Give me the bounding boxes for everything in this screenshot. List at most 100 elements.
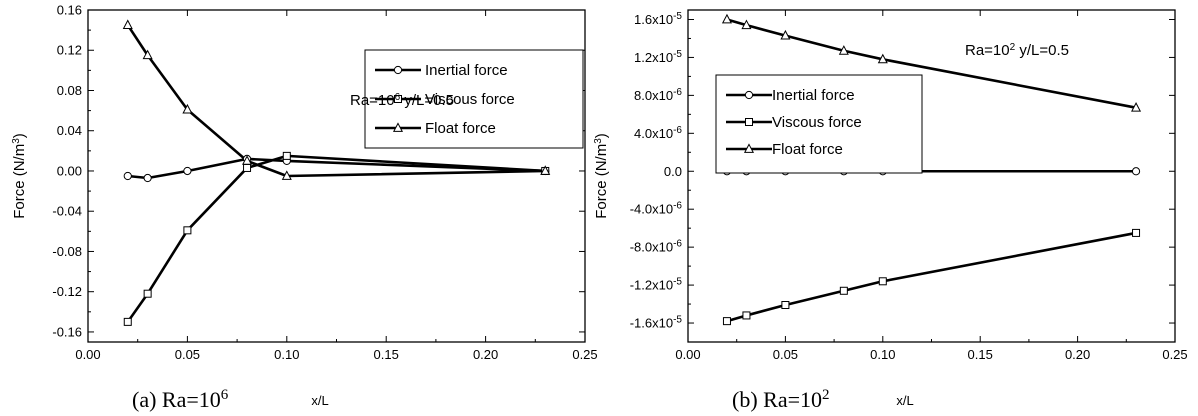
legend-marker-square: [394, 95, 402, 103]
x-tick-label: 0.15: [374, 347, 399, 362]
series-line-triangle: [126, 24, 546, 178]
legend-marker-circle: [744, 90, 754, 100]
y-tick-label: 0.12: [57, 43, 82, 58]
x-tick-label: 0.15: [968, 347, 993, 362]
x-tick-label: 0.20: [1065, 347, 1090, 362]
y-tick-mantissa: -4.0x10: [630, 202, 673, 217]
y-tick-mantissa: -1.2x10: [630, 278, 673, 293]
data-point-triangle: [1131, 102, 1142, 112]
data-point-square: [722, 317, 731, 326]
plot-frame: [687, 9, 1176, 343]
y-tick-label: 1.2x10-5: [634, 48, 682, 65]
y-tick-label: -0.16: [52, 324, 82, 339]
legend-label: Float force: [772, 141, 843, 158]
x-tick-label: 0.25: [1162, 347, 1187, 362]
y-tick-label: -1.6x10-5: [630, 314, 683, 331]
data-point-triangle: [838, 45, 849, 55]
data-point-circle: [143, 173, 152, 183]
y-tick-label: 1.6x10-5: [634, 10, 682, 27]
y-axis-label-exp: 3: [11, 138, 22, 144]
data-point-square: [123, 317, 132, 326]
x-tick-label: 0.25: [572, 347, 597, 362]
data-point-triangle: [780, 29, 791, 40]
data-point-square: [282, 151, 291, 160]
y-tick-exponent: -6: [673, 124, 682, 135]
x-axis-label: x/L: [896, 393, 913, 408]
data-point-square: [781, 301, 790, 310]
y-tick-mantissa: 1.2x10: [634, 50, 673, 65]
data-point-triangle: [142, 49, 153, 60]
annotation-exp: 6: [395, 92, 401, 103]
y-tick-exponent: -5: [673, 314, 682, 325]
y-tick-mantissa: 0.0: [664, 164, 682, 179]
y-tick-exponent: -5: [673, 10, 682, 21]
y-axis-label-tail: ): [11, 133, 28, 138]
legend-marker-triangle: [392, 122, 404, 132]
panel-caption-text: (a) Ra=10: [132, 387, 221, 412]
legend-label: Float force: [425, 120, 496, 137]
data-point-square: [243, 163, 252, 172]
series-line-square: [126, 154, 546, 323]
panel-caption: (b) Ra=102: [732, 387, 830, 412]
y-axis-label: Force (N/m3): [11, 133, 29, 219]
y-tick-mantissa: 1.6x10: [634, 12, 673, 27]
x-tick-label: 0.00: [75, 347, 100, 362]
series-line-triangle: [726, 18, 1137, 109]
data-point-triangle: [741, 19, 752, 30]
annotation-tail: y/L=0.5: [400, 92, 454, 109]
panel-caption-text: (b) Ra=10: [732, 387, 822, 412]
x-tick-label: 0.20: [473, 347, 498, 362]
y-axis-label-text: Force (N/m: [593, 144, 610, 219]
annotation: Ra=102 y/L=0.5: [965, 42, 1069, 60]
y-tick-label: 0.04: [57, 123, 82, 138]
y-tick-label: -8.0x10-6: [630, 238, 683, 255]
legend: Inertial force Viscous force Float force: [715, 74, 923, 174]
data-point-triangle: [281, 170, 292, 180]
legend-marker-circle: [393, 65, 403, 75]
y-axis-label: Force (N/m3): [593, 133, 611, 219]
y-tick-exponent: -5: [673, 276, 682, 287]
panel-caption: (a) Ra=106: [132, 387, 229, 412]
y-tick-label: 0.0: [664, 164, 682, 179]
x-tick-label: 0.05: [175, 347, 200, 362]
data-point-circle: [183, 166, 192, 176]
y-axis-label-exp: 3: [593, 138, 604, 144]
data-point-triangle: [122, 19, 133, 29]
x-tick-label: 0.10: [870, 347, 895, 362]
data-point-square: [1132, 228, 1141, 237]
y-tick-exponent: -6: [673, 200, 682, 211]
legend: Inertial force Viscous force Float force: [364, 49, 584, 149]
annotation: Ra=106 y/L=0.5: [350, 92, 454, 110]
y-tick-exponent: -5: [673, 48, 682, 59]
legend-label: Inertial force: [425, 62, 508, 79]
data-point-triangle: [877, 53, 888, 64]
y-tick-label: 0.16: [57, 3, 82, 18]
annotation-text: Ra=10: [965, 42, 1010, 59]
data-point-triangle: [721, 13, 732, 24]
y-tick-label: -0.08: [52, 244, 82, 259]
data-point-square: [839, 286, 848, 295]
annotation-text: Ra=10: [350, 92, 395, 109]
y-tick-label: -4.0x10-6: [630, 200, 683, 217]
x-tick-label: 0.10: [274, 347, 299, 362]
x-tick-label: 0.00: [675, 347, 700, 362]
y-tick-label: 0.00: [57, 163, 82, 178]
data-point-triangle: [242, 155, 253, 165]
y-tick-mantissa: 4.0x10: [634, 126, 673, 141]
y-tick-mantissa: -8.0x10: [630, 240, 673, 255]
panel-caption-exp: 2: [822, 387, 830, 403]
legend-label: Viscous force: [425, 91, 515, 108]
data-point-square: [878, 277, 887, 286]
chart-panel-b: 0.00 0.05 0.10 0.15 0.20 0.25 -1.6x10-5 -1.2x10…: [593, 9, 1188, 412]
data-point-square: [183, 226, 192, 235]
data-point-square: [742, 311, 751, 320]
chart-panel-a: 0.00 0.05 0.10 0.15 0.20 0.25 -0.16 -0.12 -0.08 -…: [11, 3, 598, 413]
legend-label: Viscous force: [772, 114, 862, 131]
x-tick-label: 0.05: [773, 347, 798, 362]
y-tick-label: -0.04: [52, 204, 82, 219]
y-tick-label: 8.0x10-6: [634, 86, 682, 103]
panel-caption-exp: 6: [221, 387, 229, 403]
legend-marker-triangle: [743, 143, 755, 153]
annotation-tail: y/L=0.5: [1015, 42, 1069, 59]
